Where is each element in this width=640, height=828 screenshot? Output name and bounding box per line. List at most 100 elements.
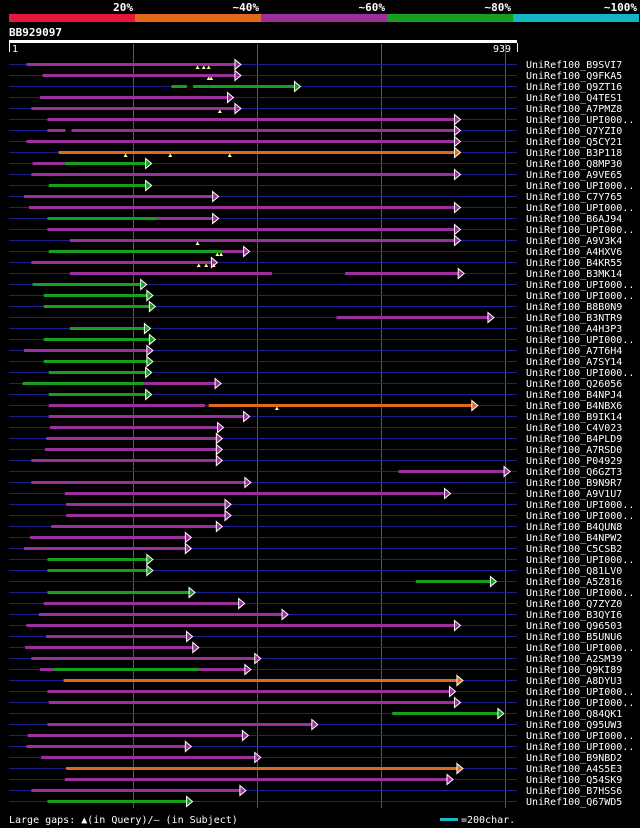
band-label-1: 20%: [113, 1, 133, 14]
alignment-segment: [43, 602, 240, 605]
segment-end-arrow: [148, 333, 157, 346]
segment-end-arrow: [186, 795, 194, 808]
hit-row: UniRef100_B6AJ94: [9, 212, 622, 225]
alignment-segment: [144, 382, 217, 385]
hit-row: UniRef100_B3P118: [9, 146, 622, 159]
segment-end-arrow: [217, 421, 225, 434]
segment-end-arrow: [148, 300, 157, 313]
alignment-segment: [23, 195, 214, 198]
alignment-segment: [47, 591, 191, 594]
hit-label: UniRef100_A7T6H4: [526, 346, 622, 357]
hit-label: UniRef100_UPI000..: [526, 203, 634, 214]
segment-end-arrow: [145, 388, 153, 401]
query-gap-marker: [204, 263, 209, 267]
band-label-3: ~60%: [359, 1, 386, 14]
hit-label: UniRef100_A5Z816: [526, 577, 622, 588]
hit-row: UniRef100_A9V1U7: [9, 487, 622, 500]
segment-end-arrow: [293, 80, 302, 93]
alignment-segment: [64, 162, 147, 165]
hit-label: UniRef100_Q84QK1: [526, 709, 622, 720]
segment-end-arrow: [471, 399, 479, 412]
hit-row: UniRef100_B9SVI7: [9, 58, 622, 71]
hit-label: UniRef100_UPI000..: [526, 500, 634, 511]
query-gap-marker: [209, 76, 214, 80]
segment-end-arrow: [224, 498, 232, 511]
alignment-segment: [42, 74, 236, 77]
hit-row: UniRef100_C4V023: [9, 421, 622, 434]
hit-label: UniRef100_B3P118: [526, 148, 622, 159]
band-label-2: ~40%: [233, 1, 260, 14]
segment-end-arrow: [453, 201, 462, 214]
segment-end-arrow: [489, 575, 498, 588]
segment-end-arrow: [446, 773, 454, 786]
segment-end-arrow: [234, 102, 242, 115]
segment-end-arrow: [215, 454, 224, 467]
hit-label: UniRef100_B3NTR9: [526, 313, 622, 324]
hit-row: UniRef100_B9N9R7: [9, 476, 622, 489]
hit-row: UniRef100_B4NPJ4: [9, 388, 622, 401]
hit-row: UniRef100_A2SM39: [9, 652, 622, 665]
alignment-segment: [43, 360, 148, 363]
hit-row: UniRef100_B4NPW2: [9, 531, 622, 544]
alignment-segment: [44, 448, 218, 451]
hit-label: UniRef100_A8DYU3: [526, 676, 622, 687]
segment-end-arrow: [453, 168, 462, 181]
alignment-segment: [156, 217, 214, 220]
alignment-segment: [28, 206, 456, 209]
hit-row: UniRef100_C7Y765: [9, 190, 622, 203]
hit-row: UniRef100_B7HSS6: [9, 784, 622, 797]
hit-row: UniRef100_A4H3P3: [9, 322, 622, 335]
alignment-segment: [69, 239, 456, 242]
alignment-segment: [47, 690, 451, 693]
alignment-segment: [26, 745, 187, 748]
alignment-segment: [31, 173, 456, 176]
segment-end-arrow: [239, 784, 247, 797]
hit-label: UniRef100_Q26056: [526, 379, 622, 390]
hit-label: UniRef100_UPI000..: [526, 335, 634, 346]
alignment-segment: [47, 129, 456, 132]
segment-end-arrow: [254, 751, 262, 764]
alignment-segment: [208, 404, 473, 407]
segment-end-arrow: [453, 223, 462, 236]
query-gap-marker: [123, 153, 128, 157]
alignment-segment: [47, 558, 148, 561]
segment-end-arrow: [226, 91, 235, 104]
alignment-segment: [46, 635, 188, 638]
hit-row: UniRef100_UPI000..: [9, 586, 634, 599]
hit-label: UniRef100_UPI000..: [526, 368, 634, 379]
segment-end-arrow: [145, 366, 153, 379]
hit-label: UniRef100_UPI000..: [526, 181, 634, 192]
hit-label: UniRef100_UPI000..: [526, 698, 634, 709]
hit-row: UniRef100_B3QYI6: [9, 608, 622, 621]
segment-end-arrow: [497, 707, 505, 720]
hit-row: UniRef100_UPI000..: [9, 696, 634, 709]
hit-row: UniRef100_A7T6H4: [9, 344, 622, 357]
segment-end-arrow: [145, 157, 153, 170]
hit-row: UniRef100_A4HXV6: [9, 245, 622, 258]
segment-end-arrow: [453, 619, 462, 632]
hit-row: UniRef100_Q7YZI0: [9, 124, 622, 137]
segment-end-arrow: [214, 377, 222, 390]
hit-label: UniRef100_B8B0N9: [526, 302, 622, 313]
alignment-segment: [48, 250, 223, 253]
hit-label: UniRef100_B9NBD2: [526, 753, 622, 764]
hit-row: UniRef100_UPI000..: [9, 289, 634, 302]
alignment-segment: [47, 217, 157, 220]
segment-end-arrow: [281, 608, 289, 621]
hit-label: UniRef100_A2SM39: [526, 654, 622, 665]
hit-label: UniRef100_B4NBX6: [526, 401, 622, 412]
alignment-segment: [23, 547, 187, 550]
hit-label: UniRef100_Q96503: [526, 621, 622, 632]
hit-row: UniRef100_B5UNU6: [9, 630, 622, 643]
hit-label: UniRef100_P04929: [526, 456, 622, 467]
hit-row: UniRef100_B4KR55: [9, 256, 622, 269]
hit-row: UniRef100_UPI000..: [9, 509, 634, 522]
hit-row: UniRef100_B9NBD2: [9, 751, 622, 764]
band-3: [261, 14, 387, 22]
alignment-segment: [69, 327, 146, 330]
alignment-segment: [48, 371, 147, 374]
hit-row: UniRef100_Q96503: [9, 619, 622, 632]
hit-row: UniRef100_UPI000..: [9, 278, 634, 291]
segment-end-arrow: [453, 146, 462, 159]
